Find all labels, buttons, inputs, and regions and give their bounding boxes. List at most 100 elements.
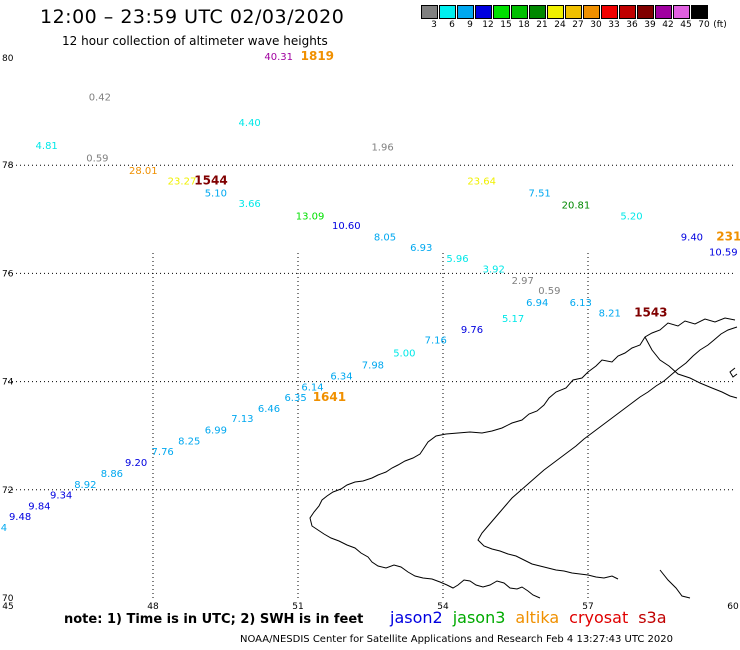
color-scale-label: 42: [662, 20, 674, 30]
wave-height-point: 6.94: [526, 298, 548, 309]
coastline: [309, 317, 738, 599]
color-scale-swatch: [511, 5, 528, 19]
wave-height-point: 8.25: [178, 436, 200, 447]
pass-times-layer: 1819 1544 1543 1641 2317: [194, 49, 740, 404]
wave-height-point: 8.05: [374, 232, 396, 243]
color-scale-label: 12: [482, 20, 494, 30]
wave-height-point: 40.31: [264, 52, 293, 63]
color-scale-label: 33: [608, 20, 620, 30]
color-scale-label: 9: [467, 20, 473, 30]
lat-tick-label: 78: [2, 161, 14, 171]
credit-line: NOAA/NESDIS Center for Satellite Applica…: [240, 634, 673, 645]
wave-height-point: 8.86: [101, 469, 123, 480]
color-scale-swatch: [457, 5, 474, 19]
pass-time-label: 1641: [313, 390, 346, 404]
color-scale-label: 45: [680, 20, 692, 30]
wave-height-point: 7.16: [425, 336, 447, 347]
color-scale-label: 3: [431, 20, 437, 30]
wave-height-point: 10.60: [332, 221, 361, 232]
color-scale-swatch: [565, 5, 582, 19]
pass-time-label: 1543: [634, 306, 667, 320]
wave-height-point: 0.42: [89, 92, 111, 103]
lon-tick-label: 48: [147, 602, 159, 612]
color-scale-swatch: [547, 5, 564, 19]
wave-height-point: 28.01: [129, 166, 158, 177]
lon-tick-label: 51: [292, 602, 303, 612]
color-scale-label: 36: [626, 20, 638, 30]
wave-height-point: 7.13: [231, 414, 253, 425]
wave-height-point: 6.34: [330, 371, 352, 382]
color-scale-label: 18: [518, 20, 530, 30]
legend-jason3: jason3: [452, 608, 506, 627]
wave-height-point: 5.00: [393, 349, 415, 360]
lat-tick-label: 72: [2, 486, 13, 496]
pass-time-label: 1819: [301, 49, 334, 63]
wave-height-point: 5.96: [446, 254, 468, 265]
wave-height-point: 5.20: [620, 211, 642, 222]
wave-height-point: 0.59: [86, 153, 108, 164]
wave-height-point: 6.46: [258, 404, 280, 415]
lat-tick-label: 74: [2, 378, 14, 388]
color-scale-swatch: [691, 5, 708, 19]
color-scale-swatch: [529, 5, 546, 19]
lon-tick-label: 54: [437, 602, 449, 612]
wave-height-point: 23.64: [467, 177, 496, 188]
wave-height-point: 0.59: [538, 286, 560, 297]
color-scale-swatch: [673, 5, 690, 19]
color-scale-label: 6: [449, 20, 455, 30]
lat-tick-label: 70: [2, 594, 14, 604]
color-scale-label: 70: [698, 20, 710, 30]
wave-height-point: 6.14: [301, 382, 323, 393]
color-scale-swatch: [655, 5, 672, 19]
wave-height-point: 9.48: [9, 512, 31, 523]
legend-cryosat: cryosat: [569, 608, 629, 627]
footer-note: note: 1) Time is in UTC; 2) SWH is in fe…: [64, 612, 364, 627]
lon-tick-label: 45: [2, 602, 13, 612]
color-scale-swatch: [493, 5, 510, 19]
observations-layer: 40.31 0.42 4.40 4.81 1.96 0.59 28.01 23.27 23.64…: [0, 52, 738, 534]
wave-height-point: 7.76: [152, 447, 174, 458]
wave-height-point: 10.59: [709, 248, 738, 259]
wave-height-point: 4.40: [239, 118, 261, 129]
color-scale-swatch: [637, 5, 654, 19]
wave-height-point: 4.81: [36, 141, 58, 152]
wave-height-point: 9.40: [681, 232, 703, 243]
lon-tick-label: 57: [582, 602, 593, 612]
wave-height-point: 6.93: [410, 243, 432, 254]
color-scale-label: 15: [500, 20, 512, 30]
wave-height-point: 6.35: [284, 393, 306, 404]
color-scale-unit: (ft): [713, 20, 727, 30]
satellite-legend: jason2 jason3 altika cryosat s3a: [390, 608, 677, 627]
color-scale-swatch: [475, 5, 492, 19]
lon-tick-label: 60: [727, 602, 739, 612]
wave-height-point: 5.17: [502, 314, 524, 325]
wave-height-point: 8.21: [599, 309, 621, 320]
map-title: 12:00 – 23:59 UTC 02/03/2020: [40, 6, 345, 28]
color-scale-swatch: [583, 5, 600, 19]
pass-time-label: 1544: [194, 174, 227, 188]
wave-height-point: 5.10: [205, 189, 227, 200]
legend-altika: altika: [515, 608, 560, 627]
wave-height-point: 1.96: [371, 143, 393, 154]
legend-jason2: jason2: [390, 608, 443, 627]
wave-height-point: 9.20: [125, 458, 147, 469]
wave-height-point: 6.13: [570, 298, 592, 309]
wave-height-point: 20.81: [562, 200, 591, 211]
pass-time-label: 2317: [716, 229, 740, 243]
wave-height-point: 13.09: [296, 211, 325, 222]
color-scale-swatch: [439, 5, 456, 19]
color-scale-label: 21: [536, 20, 548, 30]
wave-height-point: 2.97: [512, 276, 534, 287]
color-scale-label: 39: [644, 20, 656, 30]
map-subtitle: 12 hour collection of altimeter wave hei…: [62, 34, 328, 48]
color-scale-swatch: [601, 5, 618, 19]
wave-height-point: 8.74: [0, 523, 7, 534]
wave-height-point: 9.84: [28, 501, 50, 512]
wave-height-point: 9.76: [461, 325, 483, 336]
color-scale: [421, 5, 709, 19]
graticule: [8, 164, 733, 598]
wave-height-point: 9.34: [50, 490, 72, 501]
wave-height-point: 3.66: [239, 199, 261, 210]
